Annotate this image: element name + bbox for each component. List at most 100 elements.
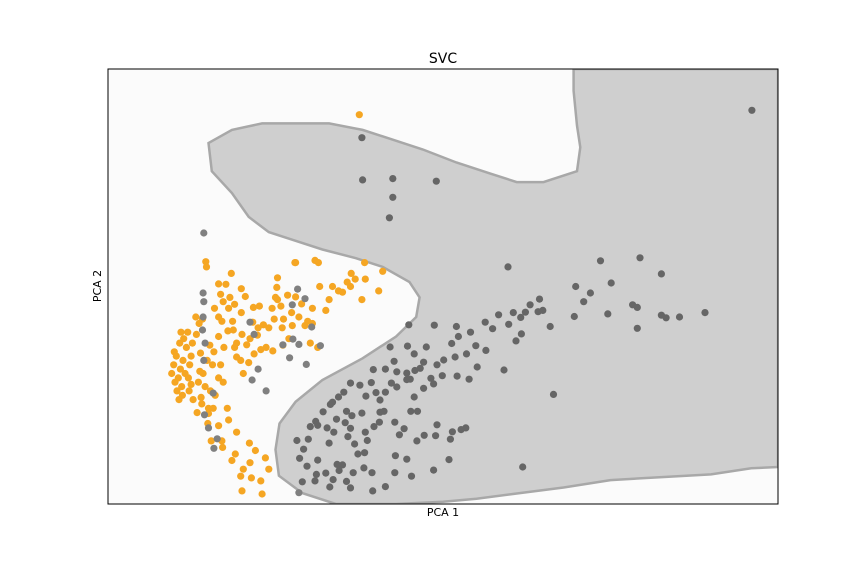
scatter-point-class-2-175 [375, 418, 383, 426]
scatter-point-class-2-174 [361, 449, 369, 457]
scatter-point-class-2-139 [344, 433, 352, 441]
scatter-point-class-2-17 [279, 341, 287, 349]
scatter-point-class-1-91 [279, 315, 288, 323]
scatter-point-class-1-82 [361, 259, 369, 267]
scatter-point-class-2-135 [422, 343, 430, 351]
scatter-point-class-2-143 [376, 408, 384, 416]
scatter-point-class-2-179 [438, 372, 446, 380]
scatter-point-class-2-162 [381, 388, 389, 396]
scatter-point-class-2-41 [586, 289, 595, 297]
scatter-point-class-1-105 [254, 324, 262, 332]
scatter-point-class-2-103 [348, 412, 356, 420]
scatter-point-class-1-148 [222, 280, 230, 288]
scatter-point-class-2-121 [362, 392, 370, 400]
x-axis-label: PCA 1 [427, 506, 459, 519]
scatter-point-class-1-125 [288, 309, 296, 317]
scatter-point-class-2-62 [509, 309, 517, 317]
scatter-point-class-1-41 [215, 332, 223, 341]
scatter-point-class-2-160 [356, 381, 364, 389]
scatter-point-class-2-168 [472, 342, 480, 350]
scatter-point-class-1-94 [311, 256, 319, 264]
scatter-point-class-2-82 [391, 418, 399, 426]
scatter-point-class-1-31 [223, 404, 231, 412]
scatter-point-class-1-89 [347, 269, 355, 277]
scatter-point-class-1-152 [231, 300, 239, 308]
scatter-point-class-2-30 [432, 177, 440, 185]
scatter-point-class-2-114 [293, 436, 301, 445]
scatter-point-class-2-54 [440, 356, 448, 364]
scatter-point-class-1-76 [328, 282, 337, 291]
scatter-point-class-1-120 [237, 309, 245, 317]
scatter-point-class-2-20 [288, 301, 296, 309]
scatter-point-class-1-130 [177, 328, 185, 336]
scatter-point-class-2-113 [300, 445, 308, 453]
scatter-point-class-1-126 [298, 300, 306, 308]
scatter-point-class-2-169 [482, 346, 490, 354]
scatter-point-class-2-177 [410, 393, 418, 401]
scatter-point-class-1-57 [270, 315, 278, 323]
scatter-point-class-2-73 [473, 363, 481, 371]
scatter-point-class-2-108 [335, 466, 343, 475]
scatter-point-class-1-53 [262, 343, 270, 351]
scatter-point-class-2-134 [405, 321, 413, 329]
scatter-point-class-2-172 [326, 483, 334, 491]
scatter-point-class-1-80 [215, 280, 223, 288]
scatter-point-class-1-101 [220, 343, 228, 351]
scatter-point-class-2-90 [462, 424, 470, 432]
scatter-point-class-1-135 [233, 428, 241, 436]
scatter-point-class-2-7 [209, 389, 217, 397]
scatter-point-class-1-51 [250, 350, 258, 358]
scatter-point-class-1-136 [225, 416, 233, 424]
scatter-point-class-1-6 [178, 383, 186, 391]
scatter-point-class-2-79 [369, 366, 377, 374]
scatter-point-class-2-27 [358, 134, 366, 142]
scatter-point-class-2-68 [535, 295, 544, 303]
scatter-point-class-2-39 [570, 312, 578, 321]
scatter-point-class-2-99 [333, 460, 341, 468]
scatter-point-class-1-55 [268, 304, 276, 312]
scatter-point-class-1-71 [338, 288, 347, 296]
scatter-point-class-2-167 [452, 322, 460, 331]
scatter-point-class-2-24 [302, 360, 310, 368]
scatter-point-class-1-87 [227, 269, 235, 277]
scatter-point-class-2-66 [521, 308, 530, 316]
scatter-point-class-2-80 [376, 396, 384, 404]
scatter-point-class-1-81 [202, 258, 210, 266]
scatter-point-class-2-149 [360, 464, 368, 472]
scatter-point-class-2-11 [210, 444, 218, 452]
scatter-point-class-1-36 [246, 459, 254, 467]
scatter-point-class-2-138 [332, 415, 341, 423]
scatter-point-class-1-69 [325, 296, 333, 304]
scatter-point-class-1-11 [186, 361, 194, 369]
scatter-point-class-1-65 [306, 339, 314, 347]
scatter-point-class-2-67 [526, 301, 534, 309]
scatter-point-class-2-128 [427, 374, 435, 382]
scatter-point-class-1-33 [228, 456, 236, 465]
scatter-point-class-2-63 [512, 337, 520, 345]
scatter-point-class-2-110 [311, 477, 319, 485]
scatter-point-class-1-97 [192, 313, 200, 321]
scatter-point-class-2-178 [420, 384, 428, 392]
scatter-point-class-1-99 [210, 348, 218, 356]
scatter-point-class-2-119 [342, 407, 351, 415]
scatter-point-class-2-1 [199, 289, 207, 297]
scatter-point-class-2-13 [250, 330, 258, 338]
scatter-point-class-2-21 [294, 285, 302, 293]
scatter-point-class-1-102 [231, 343, 239, 351]
scatter-point-class-2-48 [675, 313, 684, 321]
scatter-point-class-2-147 [403, 455, 411, 463]
scatter-point-class-1-140 [187, 380, 195, 388]
scatter-point-class-2-102 [341, 419, 349, 427]
scatter-point-class-1-147 [292, 293, 300, 301]
scatter-point-class-2-94 [391, 469, 399, 477]
scatter-point-class-2-64 [517, 313, 525, 321]
scatter-point-class-2-72 [500, 366, 508, 374]
scatter-point-class-1-74 [375, 287, 383, 295]
scatter-point-class-2-49 [701, 309, 709, 317]
scatter-point-class-2-123 [387, 379, 395, 387]
scatter-point-class-1-7 [179, 356, 187, 364]
scatter-point-class-1-88 [237, 285, 245, 293]
scatter-point-class-1-85 [215, 313, 223, 321]
scatter-point-class-2-125 [403, 369, 411, 377]
scatter-point-class-1-86 [219, 298, 227, 306]
